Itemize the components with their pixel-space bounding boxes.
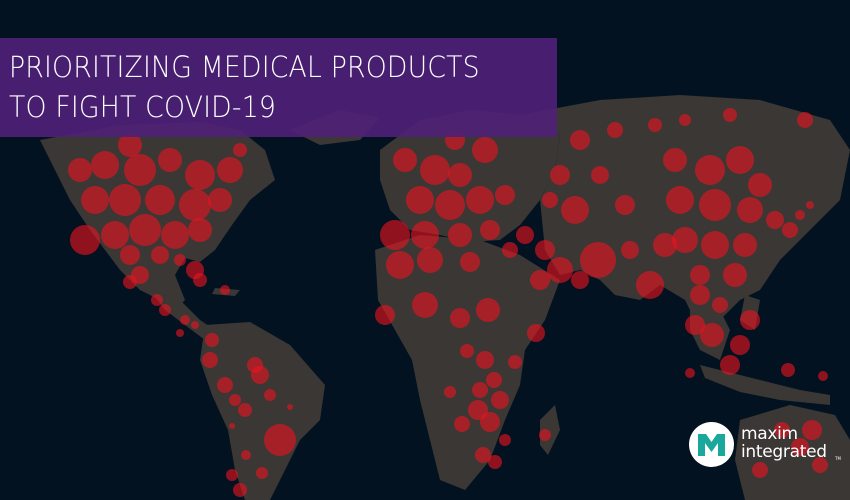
case-markers — [68, 108, 828, 497]
maxim-mark-icon — [689, 422, 734, 467]
maxim-integrated-logo: maxim integrated TM — [689, 420, 849, 470]
title-line-1: PRIORITIZING MEDICAL PRODUCTS — [9, 50, 480, 84]
trademark-symbol: TM — [835, 456, 841, 461]
title-banner: PRIORITIZING MEDICAL PRODUCTS TO FIGHT C… — [0, 38, 557, 137]
logo-word-maxim: maxim — [741, 424, 798, 444]
logo-word-integrated: integrated — [741, 442, 827, 462]
title-line-2: TO FIGHT COVID-19 — [9, 90, 277, 124]
